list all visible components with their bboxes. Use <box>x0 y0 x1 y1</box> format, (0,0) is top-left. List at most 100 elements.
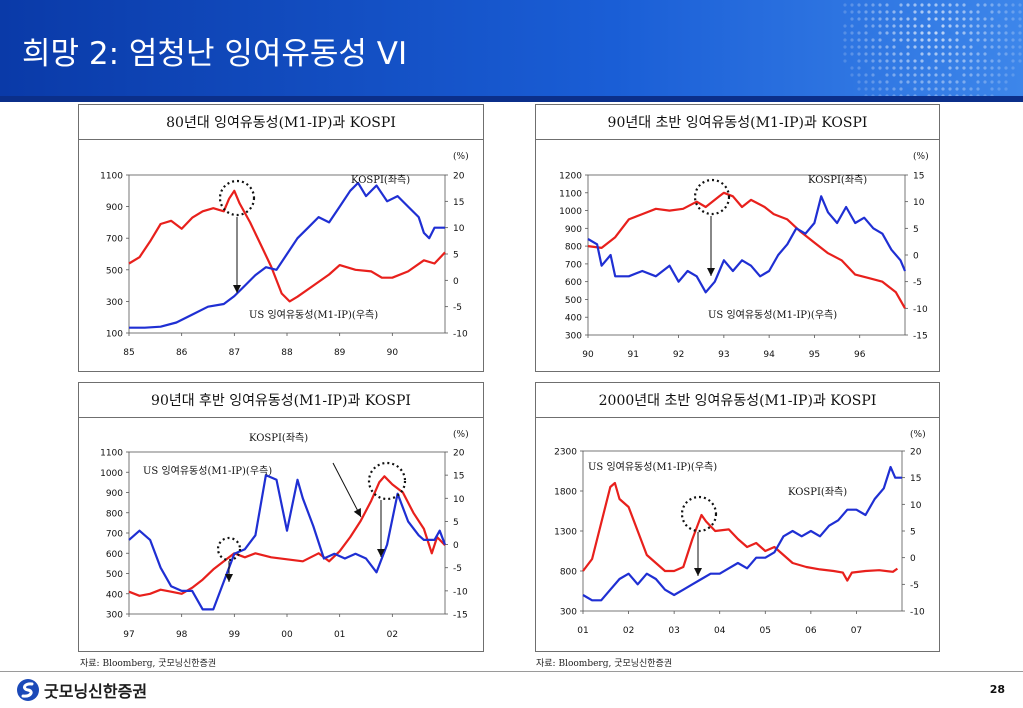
company-logo: 굿모닝신한증권 <box>16 677 147 703</box>
globe-dot <box>934 10 938 14</box>
globe-dot <box>850 73 854 77</box>
chart-panel-late-1990s: 90년대 후반 잉여유동성(M1-IP)과 KOSPI 1100 1000 900 8… <box>78 382 484 652</box>
globe-dot <box>1004 87 1008 91</box>
y-left-tick-label: 100 <box>106 330 123 340</box>
y-left-tick-label: 700 <box>106 235 123 245</box>
us-liquidity-series-line <box>128 474 447 611</box>
globe-dot <box>1004 52 1008 56</box>
x-tick-label: 06 <box>805 626 817 636</box>
globe-dot <box>864 73 868 77</box>
globe-dot <box>962 73 966 77</box>
y-right-tick-label: -10 <box>910 608 925 618</box>
globe-dot <box>885 87 889 91</box>
globe-dot <box>857 52 861 56</box>
globe-dot <box>962 17 966 21</box>
globe-dot <box>1004 38 1008 42</box>
globe-dot <box>941 87 945 91</box>
globe-dot <box>885 52 889 56</box>
x-tick-label: 07 <box>851 626 862 636</box>
y-left-tick-label: 300 <box>106 298 123 308</box>
globe-dot <box>941 17 945 21</box>
globe-dot <box>948 87 952 91</box>
globe-dot <box>885 73 889 77</box>
x-tick-label: 04 <box>714 626 726 636</box>
globe-dot <box>962 66 966 70</box>
y-right-tick-label: 5 <box>913 225 919 235</box>
globe-dot <box>850 45 854 49</box>
globe-dot <box>976 66 980 70</box>
y-right-tick-label: 20 <box>453 449 465 459</box>
globe-dot <box>997 38 1001 42</box>
globe-dot <box>885 3 889 7</box>
globe-dot <box>997 59 1001 63</box>
globe-dot <box>1004 66 1008 70</box>
y-right-tick-label: -10 <box>453 330 468 340</box>
globe-dot <box>948 59 952 63</box>
globe-dot <box>899 24 903 28</box>
globe-dot <box>1011 17 1015 21</box>
globe-dot <box>962 59 966 63</box>
globe-dot <box>1011 59 1015 63</box>
plot-frame <box>582 450 903 612</box>
globe-dot <box>934 80 938 84</box>
globe-dot <box>871 45 875 49</box>
globe-dot <box>899 3 903 7</box>
y-right-tick-label: -5 <box>453 303 462 313</box>
x-tick-label: 05 <box>760 626 771 636</box>
globe-dot <box>878 3 882 7</box>
globe-dot <box>927 73 931 77</box>
globe-dot <box>871 80 875 84</box>
globe-dot <box>969 38 973 42</box>
globe-dot <box>969 17 973 21</box>
globe-dot <box>997 80 1001 84</box>
globe-dot <box>997 87 1001 91</box>
globe-dot <box>1011 52 1015 56</box>
globe-dot <box>920 59 924 63</box>
globe-dot <box>976 38 980 42</box>
globe-dot <box>962 87 966 91</box>
y-left-tick-label: 1100 <box>100 449 123 459</box>
globe-dot <box>1004 80 1008 84</box>
y-right-tick-label: 5 <box>910 528 916 538</box>
x-tick-label: 02 <box>387 630 398 640</box>
globe-dot <box>864 59 868 63</box>
kospi-series-line <box>128 189 446 303</box>
globe-dot <box>976 24 980 28</box>
globe-dot <box>927 31 931 35</box>
x-tick-label: 93 <box>718 350 729 360</box>
globe-dot <box>892 45 896 49</box>
globe-dot <box>857 73 861 77</box>
globe-dot <box>962 10 966 14</box>
y-right-tick-label: -5 <box>910 581 919 591</box>
globe-dot <box>906 52 910 56</box>
globe-dot <box>899 52 903 56</box>
globe-dot <box>962 45 966 49</box>
x-tick-label: 91 <box>628 350 639 360</box>
annotation-arrow-head <box>694 568 702 576</box>
globe-dot <box>948 24 952 28</box>
x-tick-label: 95 <box>809 350 820 360</box>
globe-dot <box>1018 3 1022 7</box>
globe-dot <box>913 24 917 28</box>
y-right-tick-label: 15 <box>910 474 921 484</box>
globe-dot <box>990 45 994 49</box>
globe-dot <box>878 59 882 63</box>
y-right-tick-label: -10 <box>913 305 928 315</box>
globe-dot <box>990 31 994 35</box>
globe-dot <box>1018 24 1022 28</box>
globe-dot <box>878 10 882 14</box>
globe-dot <box>878 87 882 91</box>
globe-dot <box>955 10 959 14</box>
globe-dot <box>878 45 882 49</box>
globe-dot <box>913 87 917 91</box>
globe-dot <box>864 87 868 91</box>
globe-dot <box>871 10 875 14</box>
globe-dot <box>892 17 896 21</box>
globe-dot <box>997 52 1001 56</box>
globe-dot <box>948 66 952 70</box>
y-left-tick-label: 500 <box>106 266 123 276</box>
globe-dot <box>871 66 875 70</box>
chart-title: 90년대 초반 잉여유동성(M1-IP)과 KOSPI <box>536 105 939 140</box>
globe-dot <box>857 87 861 91</box>
y-right-tick-label: 5 <box>453 518 459 528</box>
